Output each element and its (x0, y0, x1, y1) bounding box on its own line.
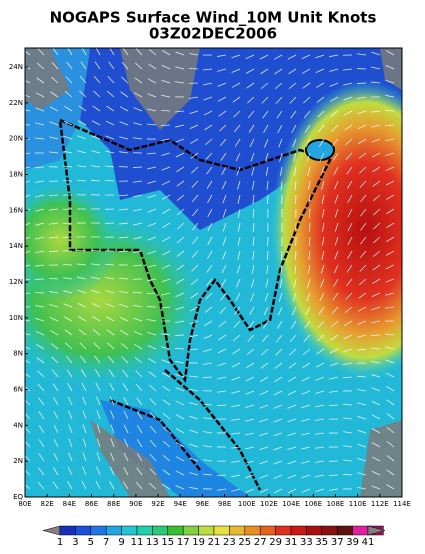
lat-label: 16N (9, 206, 23, 214)
colorbar-box (168, 526, 183, 535)
streamline (119, 251, 128, 252)
lon-label: 104E (282, 500, 300, 508)
lat-label: 8N (13, 350, 23, 358)
lat-label: 24N (9, 63, 23, 71)
lon-label: 102E (260, 500, 278, 508)
lon-label: 100E (238, 500, 256, 508)
lat-label: 12N (9, 278, 23, 286)
lat-label: 22N (9, 99, 23, 107)
colorbar-label: 25 (238, 537, 251, 548)
colorbar-box (337, 526, 352, 535)
colorbar-label: 3 (72, 537, 78, 548)
island (306, 140, 334, 160)
colorbar-label: 19 (192, 537, 205, 548)
colorbar-label: 29 (269, 537, 282, 548)
colorbar-box (245, 526, 260, 535)
colorbar-label: 33 (300, 537, 313, 548)
lat-label: 6N (13, 386, 23, 394)
lon-label: 112E (371, 500, 389, 508)
colorbar-label: 35 (315, 537, 328, 548)
colorbar-box (122, 526, 137, 535)
colorbar-label: 39 (346, 537, 359, 548)
colorbar-label: 7 (103, 537, 109, 548)
streamline (91, 250, 100, 251)
colorbar-box (260, 526, 275, 535)
lat-label: 4N (13, 421, 23, 429)
lon-label: 108E (327, 500, 345, 508)
colorbar-box (322, 526, 337, 535)
lat-label: 14N (9, 242, 23, 250)
colorbar-box (199, 526, 214, 535)
map (0, 47, 425, 497)
colorbar-label: 31 (285, 537, 298, 548)
colorbar-label: 5 (88, 537, 94, 548)
colorbar-label: 41 (362, 537, 375, 548)
lon-label: 106E (304, 500, 322, 508)
lat-label: 2N (13, 457, 23, 465)
colorbar-box (214, 526, 229, 535)
lat-label: 10N (9, 314, 23, 322)
colorbar-label: 1 (57, 537, 63, 548)
lon-label: 96E (196, 500, 209, 508)
streamline (295, 195, 296, 204)
lon-label: 86E (85, 500, 98, 508)
lon-label: 92E (151, 500, 164, 508)
lat-label: 20N (9, 135, 23, 143)
colorbar-box (183, 526, 198, 535)
colorbar-box (91, 526, 106, 535)
streamline (281, 251, 282, 260)
colorbar-label: 27 (254, 537, 267, 548)
lon-label: 88E (107, 500, 120, 508)
colorbar-label: 13 (146, 537, 159, 548)
colorbar-label: 37 (331, 537, 344, 548)
lon-label: 80E (18, 500, 31, 508)
lon-label: 114E (393, 500, 411, 508)
colorbar-box (137, 526, 152, 535)
colorbar-label: 15 (161, 537, 174, 548)
colorbar-box (306, 526, 321, 535)
colorbar-label: 23 (223, 537, 236, 548)
colorbar-box (229, 526, 244, 535)
colorbar-label: 9 (118, 537, 124, 548)
streamline (267, 195, 268, 204)
colorbar-box (276, 526, 291, 535)
lon-label: 98E (218, 500, 231, 508)
colorbar-box (152, 526, 167, 535)
colorbar-box (60, 526, 75, 535)
subtitle: 03Z02DEC2006 (149, 25, 277, 43)
colorbar-box (106, 526, 121, 535)
colorbar-label: 21 (208, 537, 221, 548)
lon-label: 94E (174, 500, 187, 508)
lon-label: 82E (41, 500, 54, 508)
colorbar-label: 17 (177, 537, 190, 548)
lat-label: 18N (9, 171, 23, 179)
colorbar-arrow (43, 526, 60, 535)
colorbar-label: 11 (131, 537, 144, 548)
colorbar-box (353, 526, 368, 535)
colorbar-box (75, 526, 90, 535)
colorbar-box (291, 526, 306, 535)
lon-label: 84E (63, 500, 76, 508)
lon-label: 90E (129, 500, 142, 508)
lon-label: 110E (349, 500, 367, 508)
